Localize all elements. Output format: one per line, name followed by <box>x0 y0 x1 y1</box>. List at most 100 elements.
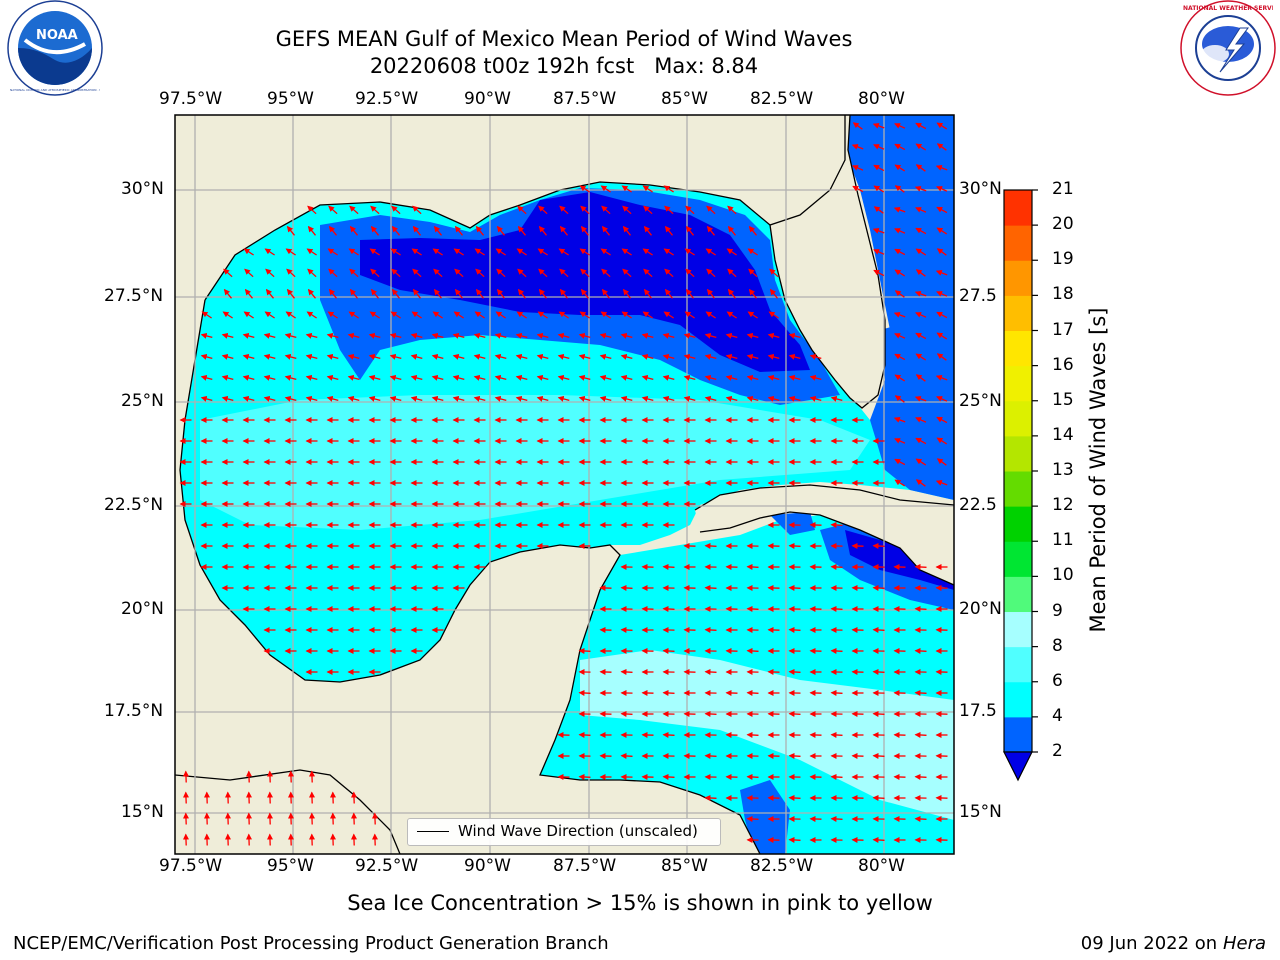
wind-wave-arrow <box>725 353 738 360</box>
wind-wave-arrow <box>894 458 906 466</box>
wind-wave-arrow <box>391 225 401 236</box>
gulf-mid-band <box>200 395 870 530</box>
wind-wave-arrow <box>327 248 338 256</box>
lat-tick-right-15n: 15°N <box>959 802 1002 822</box>
wind-wave-arrow <box>915 207 927 213</box>
wind-wave-arrow <box>621 311 632 319</box>
wind-wave-arrow <box>431 353 444 360</box>
wind-wave-arrow <box>704 626 717 633</box>
wind-wave-arrow <box>873 249 885 255</box>
wind-wave-arrow <box>915 227 927 235</box>
wind-wave-arrow <box>368 395 381 402</box>
wind-wave-arrow <box>454 288 464 299</box>
wind-wave-arrow <box>307 225 317 236</box>
wind-wave-arrow <box>663 185 674 193</box>
colorbar-under-triangle <box>1003 751 1033 782</box>
wind-wave-arrow <box>306 311 317 319</box>
lon-tick-top-85w: 85°W <box>661 89 708 109</box>
wind-wave-arrow <box>242 353 255 360</box>
wind-wave-arrow <box>662 374 675 381</box>
wind-wave-arrow <box>809 395 822 402</box>
colorbar-tick-label: 20 <box>1052 214 1074 235</box>
wind-wave-arrow <box>894 164 906 172</box>
wind-wave-arrow <box>704 332 717 339</box>
wind-wave-arrow <box>706 205 716 215</box>
wind-wave-arrow <box>704 710 717 717</box>
wind-wave-arrow <box>747 311 758 319</box>
wind-wave-arrow <box>851 143 864 150</box>
wind-wave-arrow <box>390 311 401 319</box>
wind-wave-arrow <box>872 227 885 234</box>
wind-wave-arrow <box>368 353 381 360</box>
wind-wave-arrow <box>452 332 465 339</box>
wind-wave-arrow <box>706 288 716 299</box>
wind-wave-arrow <box>494 353 507 360</box>
wind-wave-arrow <box>704 584 717 591</box>
wind-wave-arrow <box>431 332 444 339</box>
wind-wave-arrow <box>915 164 926 172</box>
wind-wave-arrow <box>788 584 801 591</box>
wind-wave-arrow <box>914 647 927 654</box>
wind-wave-arrow <box>410 395 423 402</box>
wind-wave-arrow <box>873 206 884 214</box>
lat-tick-left-20n: 20°N <box>121 599 164 619</box>
wind-wave-arrow <box>305 332 318 339</box>
wind-wave-arrow <box>578 731 591 738</box>
wind-wave-arrow <box>641 353 654 360</box>
wind-wave-arrow <box>915 353 927 361</box>
wind-wave-arrow <box>620 374 633 381</box>
wind-wave-arrow <box>601 288 611 299</box>
wind-wave-arrow <box>935 269 948 276</box>
colorbar-tick-label: 15 <box>1052 389 1074 410</box>
colorbar-segment <box>1004 576 1032 613</box>
legend-line-sample <box>417 831 449 832</box>
wind-wave-arrow <box>852 122 863 130</box>
wind-wave-arrow <box>580 225 590 236</box>
wind-wave-arrow <box>285 248 296 256</box>
wind-wave-arrow <box>412 288 422 299</box>
wind-wave-arrow <box>517 268 527 278</box>
wind-wave-arrow <box>915 479 926 487</box>
wind-wave-arrow <box>305 374 318 381</box>
wind-wave-arrow <box>599 395 612 402</box>
wind-wave-arrow <box>263 374 276 381</box>
wind-wave-arrow <box>747 248 758 256</box>
wind-wave-arrow <box>622 288 632 299</box>
wind-wave-arrow <box>915 437 927 445</box>
wind-wave-arrow <box>536 395 549 402</box>
wind-wave-arrow <box>578 332 591 339</box>
wind-wave-arrow <box>893 206 906 213</box>
footer-host: Hera <box>1222 933 1266 954</box>
wind-wave-arrow <box>307 205 317 215</box>
wind-wave-arrow <box>704 752 717 759</box>
wind-wave-arrow <box>517 225 527 236</box>
wind-wave-arrow <box>643 225 653 236</box>
wind-wave-arrow <box>662 395 675 402</box>
wind-wave-arrow <box>601 268 611 278</box>
wind-wave-arrow <box>788 395 801 402</box>
wind-wave-arrow <box>767 395 780 402</box>
wind-wave-arrow <box>769 268 779 278</box>
wind-wave-arrow <box>894 395 905 403</box>
wind-wave-arrow <box>264 248 275 256</box>
wind-wave-arrow <box>621 185 632 193</box>
wind-wave-arrow <box>620 353 633 360</box>
wind-wave-arrow <box>286 288 296 299</box>
wind-wave-arrow <box>558 248 569 256</box>
wind-wave-arrow <box>305 395 318 402</box>
wind-wave-arrow <box>515 353 528 360</box>
wind-wave-arrow <box>244 268 254 278</box>
lon-tick-bottom-80w: 80°W <box>858 856 905 876</box>
wind-wave-arrow <box>517 205 527 215</box>
lat-tick-left-25n: 25°N <box>121 391 164 411</box>
wind-wave-arrow <box>558 311 569 319</box>
wind-wave-arrow <box>788 374 801 381</box>
map-title: GEFS MEAN Gulf of Mexico Mean Period of … <box>275 27 853 51</box>
wind-wave-arrow <box>872 710 885 717</box>
nws-logo <box>1180 0 1276 96</box>
wind-wave-arrow <box>620 752 633 759</box>
wind-wave-arrow <box>453 248 464 256</box>
wind-wave-arrow <box>914 185 927 192</box>
lat-tick-left-15n: 15°N <box>121 802 164 822</box>
wind-wave-arrow <box>746 647 759 654</box>
